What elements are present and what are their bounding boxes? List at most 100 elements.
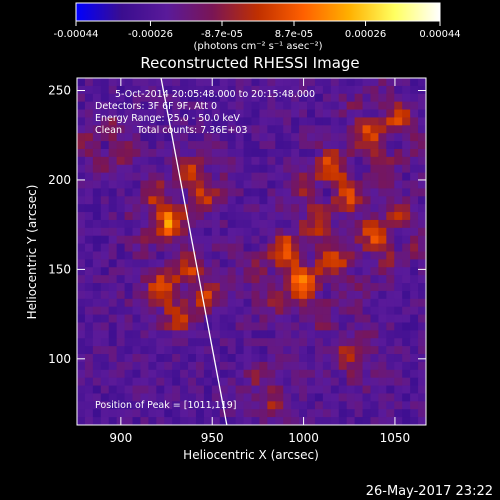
heatmap-cell (84, 417, 94, 425)
heatmap-cell (322, 330, 332, 339)
heatmap-cell (211, 322, 221, 331)
heatmap-cell (180, 361, 189, 371)
heatmap-cell (410, 377, 419, 387)
heatmap-cell (299, 109, 308, 119)
heatmap-cell (338, 148, 348, 158)
heatmap-cell (243, 78, 253, 87)
heatmap-cell (188, 125, 197, 134)
heatmap-cell (188, 141, 197, 150)
heatmap-cell (172, 306, 181, 316)
heatmap-cell (100, 306, 110, 316)
heatmap-cell (227, 148, 237, 158)
heatmap-cell (259, 148, 268, 158)
heatmap-cell (211, 196, 221, 205)
heatmap-cell (180, 369, 189, 379)
heatmap-cell (299, 401, 308, 410)
heatmap-cell (188, 417, 197, 425)
heatmap-cell (275, 267, 284, 276)
heatmap-cell (211, 235, 221, 245)
heatmap-cell (77, 251, 86, 260)
heatmap-cell (211, 78, 221, 87)
heatmap-cell (116, 133, 126, 142)
heatmap-cell (346, 172, 356, 182)
heatmap-cell (124, 314, 134, 324)
heatmap-cell (140, 101, 149, 111)
heatmap-cell (378, 377, 387, 387)
heatmap-cell (219, 314, 229, 324)
heatmap-cell (132, 188, 142, 197)
heatmap-cell (211, 290, 221, 300)
heatmap-cell (180, 314, 189, 324)
heatmap-cell (283, 401, 292, 410)
heatmap-cell (195, 141, 205, 150)
heatmap-cell (92, 133, 102, 142)
heatmap-cell (92, 290, 102, 300)
heatmap-cell (251, 243, 261, 253)
heatmap-cell (180, 125, 189, 134)
heatmap-cell (188, 314, 197, 324)
heatmap-cell (259, 109, 268, 119)
heatmap-cell (378, 330, 387, 339)
heatmap-cell (243, 267, 253, 276)
heatmap-cell (291, 180, 300, 190)
heatmap-cell (307, 251, 316, 260)
heatmap-cell (314, 196, 324, 205)
heatmap-cell (116, 385, 126, 395)
heatmap-cell (235, 354, 245, 363)
heatmap-cell (251, 172, 261, 182)
heatmap-cell (354, 346, 364, 355)
heatmap-cell (243, 251, 253, 260)
heatmap-cell (362, 85, 372, 95)
heatmap-cell (92, 330, 102, 339)
heatmap-cell (362, 125, 372, 134)
heatmap-cell (291, 306, 300, 316)
heatmap-cell (180, 172, 189, 182)
heatmap-cell (227, 227, 237, 237)
heatmap-cell (227, 417, 237, 425)
heatmap-cell (172, 369, 181, 379)
heatmap-cell (410, 188, 419, 197)
heatmap-cell (418, 401, 426, 410)
heatmap-cell (275, 401, 284, 410)
heatmap-cell (251, 306, 261, 316)
heatmap-cell (338, 361, 348, 371)
heatmap-cell (116, 306, 126, 316)
heatmap-cell (108, 377, 118, 387)
heatmap-cell (410, 338, 419, 347)
heatmap-cell (100, 204, 110, 213)
heatmap-cell (219, 243, 229, 253)
heatmap-cell (402, 369, 411, 379)
heatmap-cell (402, 330, 411, 339)
heatmap-cell (132, 101, 142, 111)
heatmap-cell (362, 141, 372, 150)
heatmap-cell (418, 117, 426, 126)
heatmap-cell (267, 393, 276, 402)
heatmap-cell (243, 172, 253, 182)
heatmap-cell (116, 148, 126, 158)
heatmap-cell (291, 117, 300, 126)
heatmap-cell (77, 361, 86, 371)
heatmap-cell (148, 156, 157, 166)
heatmap-cell (172, 361, 181, 371)
heatmap-cell (259, 180, 268, 190)
heatmap-cell (148, 133, 157, 142)
colorbar-tick-label: -0.00044 (54, 29, 99, 40)
heatmap-cell (203, 259, 213, 268)
heatmap-cell (132, 196, 142, 205)
heatmap-cell (235, 346, 245, 355)
heatmap-cell (418, 172, 426, 182)
heatmap-cell (100, 117, 110, 126)
heatmap-cell (291, 314, 300, 324)
heatmap-cell (251, 212, 261, 221)
heatmap-cell (402, 243, 411, 253)
heatmap-cell (188, 101, 197, 111)
heatmap-cell (346, 133, 356, 142)
heatmap-cell (92, 212, 102, 221)
heatmap-cell (140, 78, 149, 87)
heatmap-cell (283, 235, 292, 245)
heatmap-cell (394, 180, 403, 190)
heatmap-cell (116, 322, 126, 331)
heatmap-cell (338, 401, 348, 410)
heatmap-cell (188, 164, 197, 174)
heatmap-cell (370, 283, 380, 292)
